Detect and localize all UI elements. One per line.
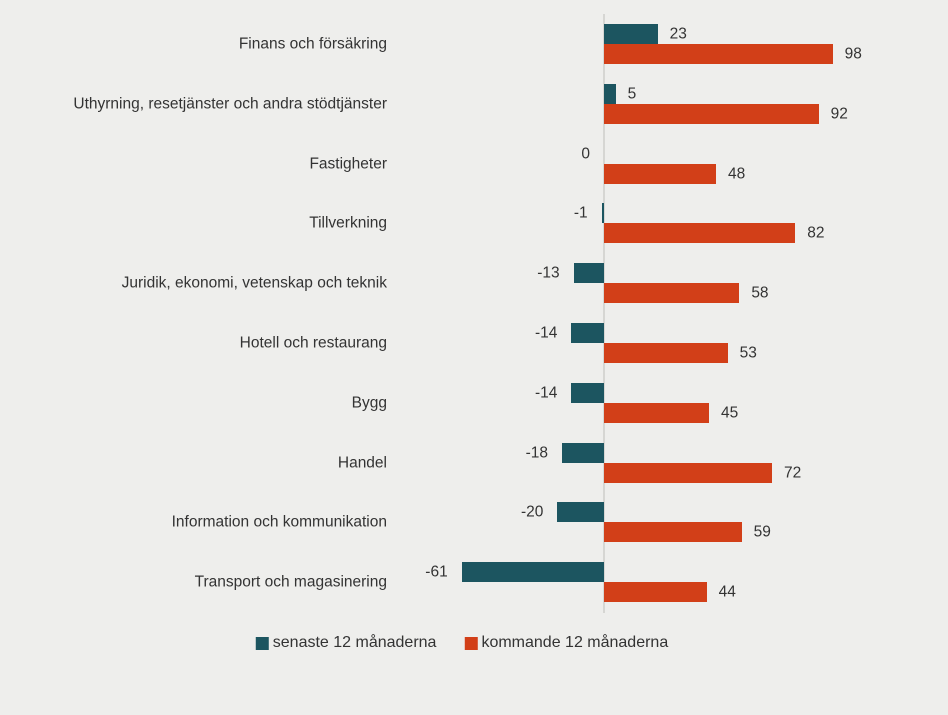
value-label-senaste: -18 (525, 443, 549, 461)
legend-swatch-senaste-icon (255, 636, 269, 650)
bar-kommande (604, 343, 728, 363)
value-label-senaste: -14 (534, 324, 558, 342)
bar-kommande (604, 283, 740, 304)
bar-senaste (571, 382, 604, 403)
category-label: Handel (337, 453, 387, 471)
category-label: Tillverkning (309, 214, 387, 232)
value-label-senaste: -20 (520, 503, 544, 521)
bar-kommande (604, 522, 742, 543)
value-label-senaste: 0 (581, 144, 590, 162)
bar-senaste (604, 83, 616, 104)
value-label-kommande: 59 (753, 523, 771, 541)
bar-senaste (573, 263, 604, 284)
bar-senaste (604, 24, 658, 44)
legend-swatch-kommande-icon (464, 636, 478, 650)
legend-item-senaste-12-manaderna[interactable]: senaste 12 månaderna (255, 634, 437, 651)
legend-label-kommande: kommande 12 månaderna (481, 634, 669, 651)
category-label: Information och kommunikation (171, 513, 387, 531)
value-label-kommande: 48 (727, 164, 746, 182)
legend: senaste 12 månaderna kommande 12 månader… (255, 634, 668, 651)
value-label-senaste: 23 (669, 25, 687, 43)
value-label-senaste: -1 (573, 204, 588, 222)
value-label-kommande: 45 (720, 404, 739, 422)
bar-kommande (604, 462, 772, 483)
category-label: Transport och magasinering (194, 573, 387, 591)
category-label: Uthyrning, resetjänster och andra stödtj… (73, 95, 387, 113)
value-label-kommande: 53 (739, 344, 757, 362)
legend-item-kommande-12-manaderna[interactable]: kommande 12 månaderna (464, 635, 668, 651)
category-label: Juridik, ekonomi, vetenskap och teknik (121, 274, 387, 292)
value-label-senaste: -61 (425, 563, 448, 581)
value-label-senaste: -14 (534, 384, 558, 402)
value-label-kommande: 72 (783, 463, 802, 481)
value-label-senaste: -13 (537, 264, 560, 282)
bar-senaste (461, 562, 604, 583)
category-label: Finans och försäkring (238, 35, 387, 53)
bar-senaste (557, 502, 604, 523)
category-label: Bygg (351, 394, 387, 412)
category-label: Hotell och restaurang (239, 334, 387, 352)
zero-axis-line (603, 14, 605, 613)
bar-kommande (604, 582, 707, 603)
value-label-senaste: 5 (627, 85, 637, 103)
value-label-kommande: 82 (807, 224, 825, 242)
bar-kommande (604, 44, 833, 64)
bar-kommande (604, 163, 716, 184)
bar-senaste (571, 323, 604, 343)
bar-senaste (562, 442, 604, 463)
legend-label-senaste: senaste 12 månaderna (272, 634, 437, 651)
bar-senaste (601, 203, 604, 224)
bar-kommande (604, 402, 709, 423)
category-label: Fastigheter (309, 154, 387, 172)
value-label-kommande: 44 (718, 583, 736, 601)
bar-kommande (604, 223, 796, 244)
bar-kommande (604, 103, 819, 124)
value-label-kommande: 92 (830, 105, 848, 123)
value-label-kommande: 98 (844, 45, 862, 63)
value-label-kommande: 58 (751, 284, 769, 302)
